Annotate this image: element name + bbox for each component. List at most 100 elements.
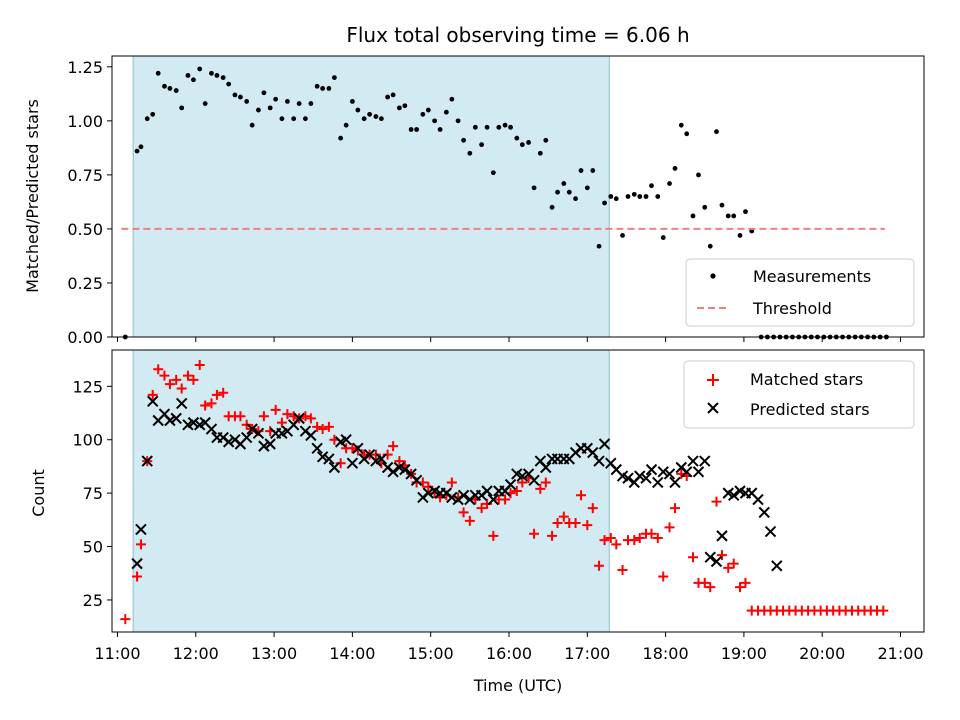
measurement-point: [573, 196, 578, 202]
matched-stars-point: [120, 614, 131, 625]
x-tick-label: 13:00: [251, 644, 297, 663]
measurement-point: [743, 209, 748, 215]
predicted-stars-point: [131, 557, 143, 570]
predicted-stars-point: [293, 412, 305, 425]
predicted-stars-point: [147, 395, 159, 407]
measurement-point: [261, 90, 267, 96]
measurement-point: [631, 191, 637, 197]
predicted-stars-point: [164, 414, 176, 427]
predicted-stars-point: [481, 485, 493, 497]
measurement-point: [537, 150, 543, 156]
measurement-point: [437, 127, 443, 132]
measurement-point: [707, 243, 713, 249]
measurement-point: [514, 135, 520, 141]
matched-stars-point: [270, 404, 281, 415]
measurement-point: [678, 122, 684, 128]
y-tick-label: 50: [83, 538, 103, 557]
matched-stars-point: [464, 515, 475, 526]
predicted-stars-point: [135, 523, 147, 536]
measurement-point: [244, 98, 250, 104]
matched-stars-point: [159, 370, 170, 381]
matched-stars-point: [547, 530, 558, 541]
measurement-point: [461, 137, 466, 143]
measurement-point: [220, 75, 226, 81]
measurement-point: [314, 83, 320, 89]
measurement-point: [479, 142, 484, 148]
predicted-stars-point: [645, 463, 658, 476]
legend-matched-label: Matched stars: [750, 370, 863, 389]
y-tick-label: 1.00: [67, 112, 103, 131]
measurement-point: [449, 96, 455, 102]
matched-stars-point: [582, 520, 593, 531]
matched-stars-point: [705, 582, 716, 593]
matched-stars-point: [200, 400, 211, 411]
matched-stars-point: [658, 571, 669, 582]
predicted-stars-point: [516, 470, 529, 482]
x-tick-label: 15:00: [408, 644, 454, 663]
predicted-stars-point: [716, 530, 728, 542]
matched-stars-point: [132, 571, 143, 582]
matched-stars-point: [576, 490, 587, 501]
measurement-point: [308, 101, 314, 106]
predicted-stars-point: [323, 453, 335, 465]
measurement-point: [267, 105, 273, 111]
y-tick-label: 25: [83, 591, 103, 610]
measurement-point: [349, 98, 355, 104]
measurement-point: [226, 81, 232, 87]
measurement-point: [303, 116, 308, 122]
measurement-point: [602, 200, 607, 206]
bottom-observing-window-shade: [132, 349, 610, 633]
matched-stars-point: [194, 359, 205, 370]
measurement-point: [155, 70, 161, 76]
matched-stars-point: [153, 364, 164, 375]
legend-matched-marker: [707, 374, 719, 386]
measurement-point: [608, 194, 614, 199]
x-tick-label: 18:00: [643, 644, 689, 663]
measurement-point: [725, 213, 731, 219]
measurement-point: [696, 172, 701, 178]
measurement-point: [543, 137, 549, 143]
predicted-stars-point: [487, 493, 500, 506]
matched-stars-point: [276, 417, 287, 428]
measurement-point: [291, 116, 297, 122]
matched-stars-point: [740, 577, 751, 588]
predicted-stars-point: [205, 423, 218, 435]
predicted-stars-point: [264, 438, 276, 450]
predicted-stars-point: [657, 466, 669, 478]
predicted-stars-point: [587, 446, 599, 459]
measurement-point: [508, 124, 513, 130]
predicted-stars-point: [663, 468, 676, 480]
legend-measurements-label: Measurements: [753, 267, 871, 286]
measurement-point: [138, 144, 144, 150]
bottom-x-axis-ticks: 11:00 12:00 13:00 14:00 15:00 16:00 17:00 18:00…: [94, 632, 924, 663]
matched-stars-point: [646, 528, 657, 539]
matched-stars-point: [688, 552, 699, 563]
predicted-stars-point: [704, 551, 716, 563]
x-axis-label: Time (UTC): [473, 676, 562, 695]
measurement-point: [613, 196, 619, 202]
measurement-point: [209, 70, 214, 76]
matched-stars-point: [188, 374, 199, 385]
x-tick-label: 20:00: [799, 644, 845, 663]
predicted-stars-point: [240, 431, 253, 444]
predicted-stars-point: [622, 472, 634, 484]
measurement-point: [284, 98, 290, 104]
measurement-point: [425, 107, 431, 113]
measurement-point: [249, 122, 255, 128]
y-tick-label: 0.50: [67, 220, 103, 239]
measurement-point: [279, 116, 285, 122]
matched-stars-point: [734, 582, 745, 593]
measurement-point: [390, 92, 396, 98]
matched-stars-point: [878, 605, 889, 616]
top-observing-window-shade: [132, 55, 610, 338]
measurement-point: [408, 127, 414, 132]
predicted-stars-point: [375, 453, 388, 465]
measurement-point: [185, 73, 191, 78]
measurement-point: [256, 107, 261, 113]
matched-stars-point: [258, 411, 269, 422]
measurement-point: [684, 131, 690, 137]
bottom-y-axis-ticks: 25 50 75 100 125: [72, 377, 112, 610]
predicted-stars-point: [758, 506, 770, 519]
measurement-point: [578, 168, 584, 173]
